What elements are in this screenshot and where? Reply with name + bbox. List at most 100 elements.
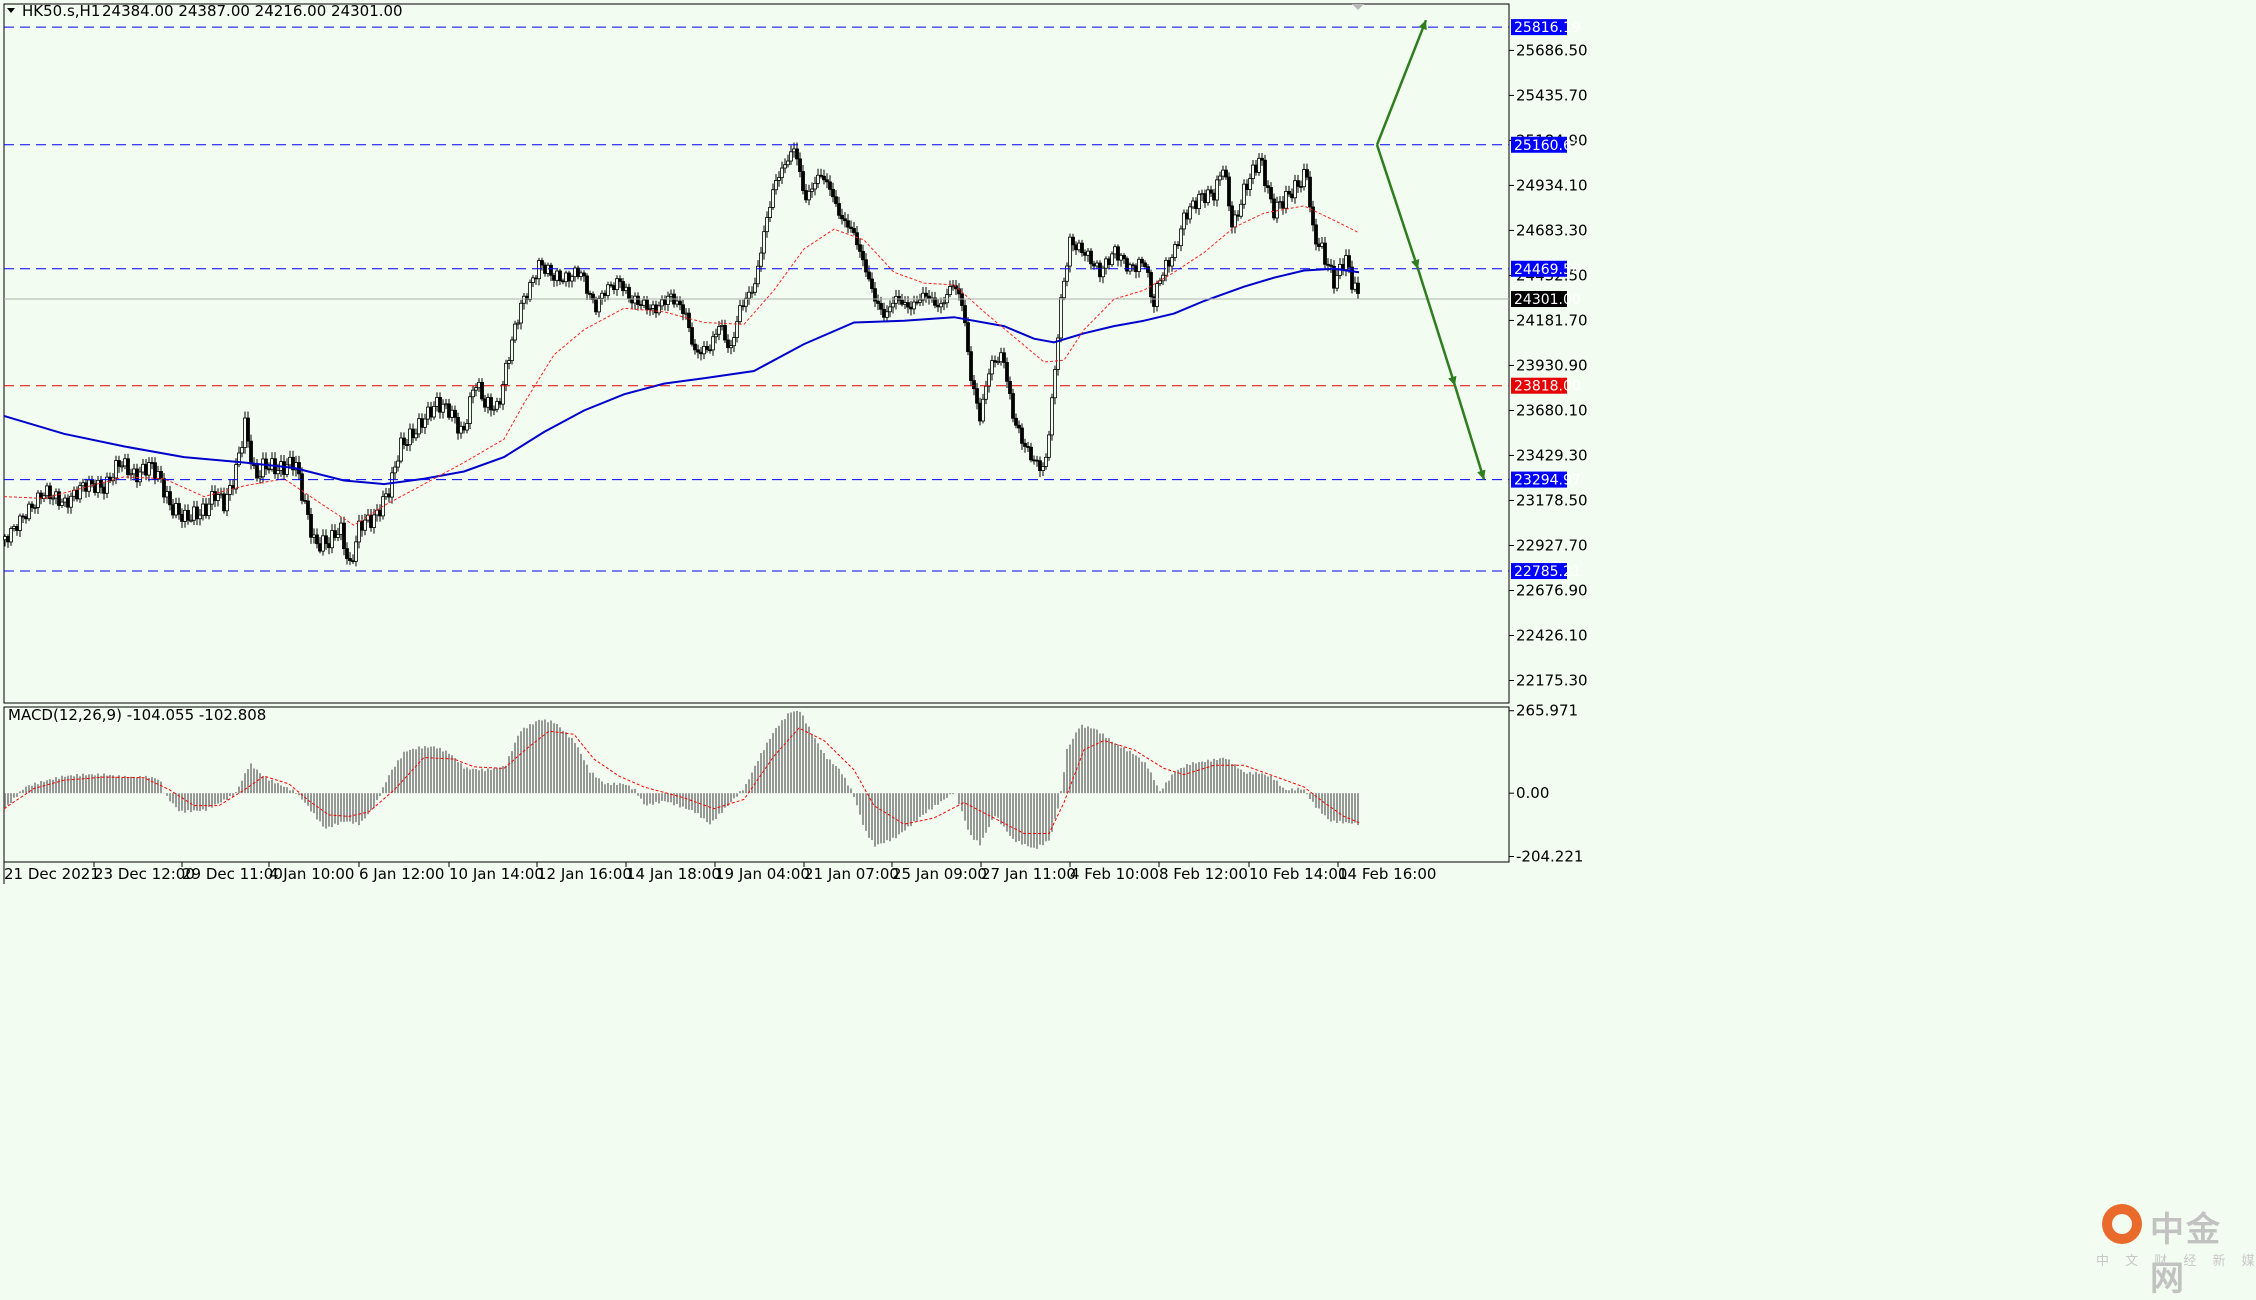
y-tick-label: 24181.70 xyxy=(1516,311,1588,329)
candle-body xyxy=(1203,193,1207,204)
candle-body xyxy=(960,293,964,306)
candle-body xyxy=(204,503,208,516)
candle-body xyxy=(558,270,562,282)
candle-body xyxy=(342,522,346,549)
candle-body xyxy=(546,264,550,274)
candle-body xyxy=(666,295,670,305)
candle-body xyxy=(927,295,931,300)
candle-body xyxy=(1350,266,1354,290)
candle-body xyxy=(999,352,1003,363)
candle-body xyxy=(192,506,196,521)
candle-body xyxy=(504,362,508,385)
candle-body xyxy=(507,360,511,364)
candle-body xyxy=(1284,191,1288,209)
candle-body xyxy=(201,503,205,516)
candle-body xyxy=(588,292,592,295)
candle-body xyxy=(1134,265,1138,272)
y-tick-label: 23680.10 xyxy=(1516,401,1588,419)
candle-body xyxy=(714,333,718,338)
candle-body xyxy=(1089,250,1093,265)
candle-body xyxy=(138,471,142,483)
candle-body xyxy=(921,292,925,301)
candle-body xyxy=(618,278,622,282)
candle-body xyxy=(825,179,829,183)
candle-body xyxy=(711,336,715,351)
candle-body xyxy=(1218,175,1222,181)
candle-body xyxy=(1161,274,1165,282)
candle-body xyxy=(966,322,970,353)
candle-body xyxy=(345,548,349,559)
candle-body xyxy=(678,300,682,306)
candle-body xyxy=(1326,263,1330,266)
x-tick-label: 27 Jan 11:00 xyxy=(981,865,1076,883)
level-price-tag xyxy=(1511,471,1567,488)
candle-body xyxy=(510,339,514,361)
candle-body xyxy=(1107,258,1111,266)
macd-histogram xyxy=(4,710,1359,849)
candle-body xyxy=(831,188,835,198)
y-tick-label: 22175.30 xyxy=(1516,672,1588,690)
candle-body xyxy=(1257,157,1261,173)
level-price-tag xyxy=(1511,563,1567,580)
candle-body xyxy=(81,482,85,487)
forecast-arrow-line xyxy=(1375,144,1420,270)
candle-body xyxy=(615,278,619,291)
y-tick-label: 22927.70 xyxy=(1516,536,1588,554)
candle-body xyxy=(306,500,310,515)
candle-body xyxy=(1335,275,1339,289)
candle-body xyxy=(1032,459,1036,462)
candle-body xyxy=(636,295,640,305)
candle-body xyxy=(1023,442,1027,447)
y-tick-label: 22676.90 xyxy=(1516,581,1588,599)
candle-body xyxy=(897,295,901,301)
candle-body xyxy=(333,530,337,538)
candle-body xyxy=(933,297,937,306)
candle-body xyxy=(777,177,781,181)
y-tick-label: 22426.10 xyxy=(1516,627,1588,645)
candle-body xyxy=(1233,214,1237,228)
candle-body xyxy=(600,292,604,299)
candle-body xyxy=(360,520,364,531)
candle-body xyxy=(123,458,127,467)
candle-body xyxy=(1287,191,1291,195)
candle-body xyxy=(942,302,946,305)
candle-body xyxy=(129,473,133,476)
candle-body xyxy=(1230,205,1234,228)
candle-body xyxy=(528,282,532,301)
scroll-marker-icon xyxy=(1352,4,1364,10)
candle-body xyxy=(36,492,40,508)
candle-body xyxy=(723,325,727,341)
candle-body xyxy=(1200,193,1204,196)
candle-body xyxy=(912,301,916,310)
level-price-tag xyxy=(1511,260,1567,277)
candle-body xyxy=(867,271,871,280)
candle-body xyxy=(402,437,406,445)
candle-body xyxy=(1119,254,1123,261)
candle-body xyxy=(1191,200,1195,208)
candle-body xyxy=(1239,203,1243,217)
candle-body xyxy=(1116,246,1120,261)
level-price-label: 23294.97 xyxy=(1514,473,1581,489)
candle-body xyxy=(552,274,556,281)
candle-body xyxy=(549,264,553,276)
forecast-arrow-line xyxy=(1453,385,1486,480)
candle-body xyxy=(990,360,994,375)
x-tick-label: 14 Jan 18:00 xyxy=(626,865,721,883)
candle-body xyxy=(669,293,673,297)
forecast-arrowhead-icon xyxy=(1477,469,1486,480)
candle-body xyxy=(1086,250,1090,256)
macd-y-tick-label: 0.00 xyxy=(1516,784,1549,802)
candle-body xyxy=(924,292,928,297)
level-price-tag xyxy=(1511,136,1567,153)
candle-body xyxy=(756,265,760,285)
candle-body xyxy=(372,514,376,528)
ohlc-label: 24384.00 24387.00 24216.00 24301.00 xyxy=(102,2,403,20)
candle-body xyxy=(1077,242,1081,251)
x-tick-label: 10 Jan 14:00 xyxy=(449,865,544,883)
ma-slow-line xyxy=(3,267,1360,486)
candle-body xyxy=(108,476,112,482)
candle-body xyxy=(225,493,229,512)
candle-body xyxy=(1236,214,1240,217)
candle-body xyxy=(417,418,421,435)
